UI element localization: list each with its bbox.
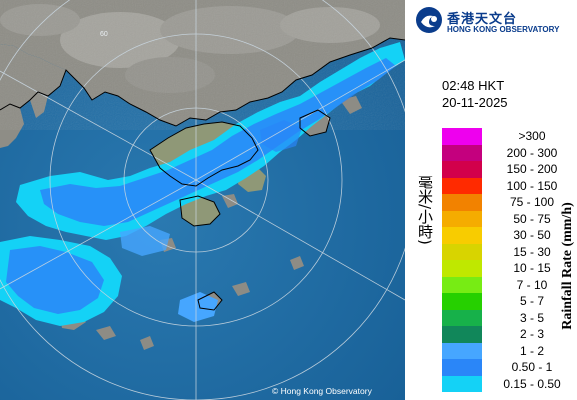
legend-row: 150 - 200 (442, 161, 577, 178)
legend-label: 2 - 3 (519, 327, 544, 341)
legend-label: 15 - 30 (513, 244, 551, 259)
legend-row: 1 - 2 (442, 342, 577, 359)
legend-swatch (442, 342, 482, 359)
legend-swatch (442, 210, 482, 227)
coastlines (0, 37, 405, 311)
hko-logo[interactable]: 香港天文台 HONG KONG OBSERVATORY (415, 6, 575, 36)
legend-swatch (442, 161, 482, 178)
legend-swatch (442, 243, 482, 260)
legend-row: 3 - 5 (442, 309, 577, 326)
range-rings (0, 0, 405, 400)
legend-row: 100 - 150 (442, 177, 577, 194)
legend-row: 30 - 50 (442, 227, 577, 244)
legend-swatch (442, 309, 482, 326)
legend-swatch (442, 276, 482, 293)
legend-label: 50 - 75 (513, 211, 551, 226)
observation-date: 20-11-2025 (442, 95, 508, 110)
legend-swatch (442, 293, 482, 310)
legend-label: 150 - 200 (506, 162, 558, 176)
legend-label: 200 - 300 (506, 145, 558, 160)
legend-label: 100 - 150 (506, 178, 558, 193)
legend-label: 30 - 50 (513, 228, 551, 242)
observation-time: 02:48 HKT (442, 78, 505, 93)
legend-title-en-text: Rainfall Rate (mm/h) (560, 202, 575, 330)
legend-swatch (442, 177, 482, 194)
legend-swatch (442, 128, 482, 145)
legend-row: 75 - 100 (442, 194, 577, 211)
legend-row: 15 - 30 (442, 243, 577, 260)
legend-label: 5 - 7 (519, 294, 544, 308)
legend-swatch (442, 194, 482, 211)
legend-title-cn: 降雨率(毫米/小時) (416, 176, 434, 245)
legend-row: 7 - 10 (442, 276, 577, 293)
legend-swatch (442, 260, 482, 277)
legend-label: 75 - 100 (509, 195, 555, 209)
legend-title-en: Rainfall Rate (mm/h) (560, 202, 575, 330)
legend-label: 0.15 - 0.50 (503, 376, 561, 391)
legend-row: 2 - 3 (442, 326, 577, 343)
legend-row: 200 - 300 (442, 144, 577, 161)
legend-title-cn-text: 降雨率(毫米/小時) (416, 176, 434, 245)
radar-map[interactable]: 60 © Hong Kong Observatory (0, 0, 405, 400)
logo-name-cn: 香港天文台 (447, 12, 518, 27)
legend-row: 5 - 7 (442, 293, 577, 310)
legend-row: >300 (442, 128, 577, 145)
map-copyright: © Hong Kong Observatory (272, 386, 373, 396)
logo-name-en: HONG KONG OBSERVATORY (447, 25, 560, 34)
legend-label: 7 - 10 (516, 277, 548, 292)
legend-label: >300 (518, 129, 546, 143)
legend-label: 0.50 - 1 (511, 360, 553, 374)
legend-swatch (442, 326, 482, 343)
legend-swatch (442, 359, 482, 376)
legend-swatch (442, 227, 482, 244)
legend-swatch (442, 144, 482, 161)
rain-echoes (0, 42, 405, 326)
legend-swatch (442, 375, 482, 392)
legend-label: 3 - 5 (519, 310, 544, 325)
legend-row: 10 - 15 (442, 260, 577, 277)
legend-label: 10 - 15 (513, 261, 551, 275)
hko-logo-icon (416, 7, 442, 33)
legend-row: 0.50 - 1 (442, 359, 577, 376)
legend-row: 50 - 75 (442, 210, 577, 227)
legend-row: 0.15 - 0.50 (442, 375, 577, 392)
legend-label: 1 - 2 (519, 343, 544, 358)
rainfall-legend: >300 200 - 300 150 - 200 100 - 150 75 - 100 5… (442, 128, 577, 392)
ring-label: 60 (100, 31, 108, 38)
legend-panel: 香港天文台 HONG KONG OBSERVATORY 02:48 HKT 20… (405, 0, 577, 400)
